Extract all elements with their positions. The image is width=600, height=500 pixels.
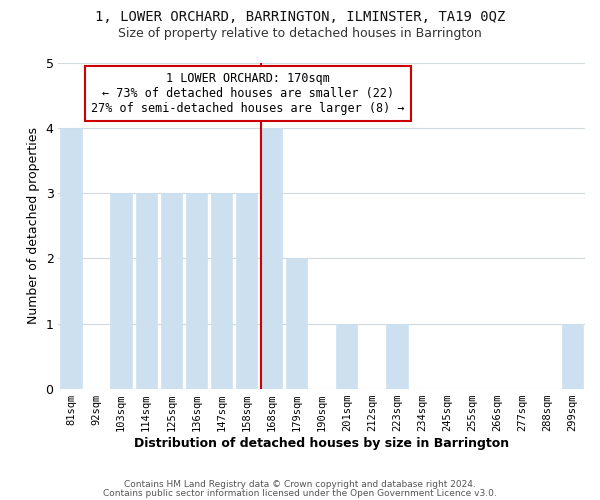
Text: Contains public sector information licensed under the Open Government Licence v3: Contains public sector information licen… (103, 488, 497, 498)
Bar (336, 324, 358, 389)
Text: 1 LOWER ORCHARD: 170sqm
← 73% of detached houses are smaller (22)
27% of semi-de: 1 LOWER ORCHARD: 170sqm ← 73% of detache… (91, 72, 405, 116)
Y-axis label: Number of detached properties: Number of detached properties (27, 128, 40, 324)
Text: Size of property relative to detached houses in Barrington: Size of property relative to detached ho… (118, 28, 482, 40)
Bar (562, 324, 583, 389)
Bar (136, 193, 157, 389)
Bar (110, 193, 132, 389)
Bar (236, 193, 257, 389)
Bar (286, 258, 307, 389)
Bar (386, 324, 407, 389)
Bar (261, 128, 282, 389)
Text: Contains HM Land Registry data © Crown copyright and database right 2024.: Contains HM Land Registry data © Crown c… (124, 480, 476, 489)
Text: 1, LOWER ORCHARD, BARRINGTON, ILMINSTER, TA19 0QZ: 1, LOWER ORCHARD, BARRINGTON, ILMINSTER,… (95, 10, 505, 24)
Bar (185, 193, 207, 389)
Bar (60, 128, 82, 389)
X-axis label: Distribution of detached houses by size in Barrington: Distribution of detached houses by size … (134, 437, 509, 450)
Bar (211, 193, 232, 389)
Bar (161, 193, 182, 389)
